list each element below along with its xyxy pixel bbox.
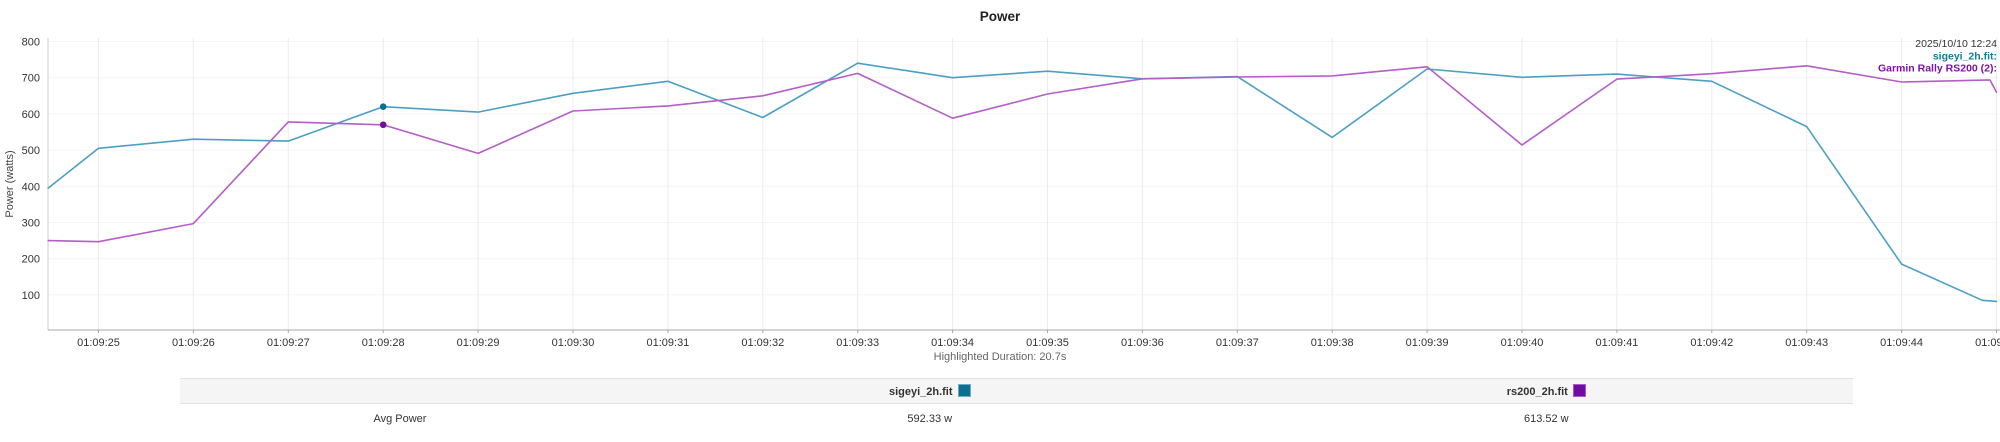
highlight-marker[interactable] xyxy=(379,103,387,110)
legend-garmin-label: Garmin Rally RS200 (2): xyxy=(1878,63,1997,75)
x-tick-label: 01:09:25 xyxy=(77,337,120,349)
x-tick-label: 01:09:38 xyxy=(1311,337,1354,349)
x-tick-label: 01:09:41 xyxy=(1595,337,1638,349)
x-tick-label: 01:09:28 xyxy=(362,337,405,349)
sigeyi-color-swatch-icon xyxy=(957,384,971,397)
x-tick-label: 01:09:36 xyxy=(1121,337,1164,349)
x-tick-label: 01:09:32 xyxy=(741,337,784,349)
avg-power-value-sigeyi: 592.33 w xyxy=(907,413,953,425)
stats-header-rs200-cell: rs200_2h.fit xyxy=(1240,384,1853,398)
x-tick-label: 01:09:33 xyxy=(836,337,879,349)
stats-row-avg-power: Avg Power 592.33 w 613.52 w xyxy=(180,404,1853,434)
y-tick-label: 200 xyxy=(22,254,40,266)
x-tick-label: 01:09:40 xyxy=(1501,337,1544,349)
x-tick-label: 01:09:44 xyxy=(1880,337,1923,349)
x-tick-label: 01:09:26 xyxy=(172,337,215,349)
x-tick-label: 01:09:45 xyxy=(1975,337,2000,349)
y-tick-label: 600 xyxy=(22,109,40,121)
stats-header-sigeyi-cell: sigeyi_2h.fit xyxy=(620,384,1240,398)
rs200-color-swatch-icon xyxy=(1572,384,1586,397)
x-tick-label: 01:09:35 xyxy=(1026,337,1069,349)
x-tick-label: 01:09:37 xyxy=(1216,337,1259,349)
legend-timestamp: 2025/10/10 12:24 xyxy=(1915,38,1997,50)
x-tick-label: 01:09:31 xyxy=(646,337,689,349)
x-tick-label: 01:09:30 xyxy=(552,337,595,349)
x-tick-label: 01:09:42 xyxy=(1690,337,1733,349)
stats-table-header: sigeyi_2h.fit rs200_2h.fit xyxy=(180,378,1853,404)
x-tick-label: 01:09:29 xyxy=(457,337,500,349)
y-tick-label: 800 xyxy=(22,37,40,49)
avg-power-value-rs200: 613.52 w xyxy=(1523,413,1569,425)
series-line[interactable] xyxy=(47,65,1998,243)
chart-title: Power xyxy=(979,9,1021,24)
y-tick-label: 700 xyxy=(22,73,40,85)
y-tick-label: 500 xyxy=(22,145,40,157)
x-tick-label: 01:09:43 xyxy=(1785,337,1828,349)
avg-power-label: Avg Power xyxy=(373,413,427,425)
y-axis-title: Power (watts) xyxy=(4,150,16,217)
x-tick-label: 01:09:27 xyxy=(267,337,310,349)
y-tick-label: 300 xyxy=(22,218,40,230)
y-tick-label: 100 xyxy=(22,290,40,302)
x-tick-label: 01:09:39 xyxy=(1406,337,1449,349)
stats-table: sigeyi_2h.fit rs200_2h.fit Avg Power 592… xyxy=(180,378,1853,434)
legend-sigeyi-label: sigeyi_2h.fit: xyxy=(1933,51,1997,63)
series-line[interactable] xyxy=(47,62,1998,303)
highlight-marker[interactable] xyxy=(379,121,387,129)
y-tick-label: 400 xyxy=(22,181,40,193)
rs200-file-label: rs200_2h.fit xyxy=(1506,386,1568,398)
power-chart[interactable]: 01:09:25 01:09:26 01:09:27 01:09:28 01:09:29… xyxy=(0,0,2000,372)
x-tick-label: 01:09:34 xyxy=(931,337,974,349)
highlighted-duration: Highlighted Duration: 20.7s xyxy=(933,351,1067,363)
sigeyi-file-label: sigeyi_2h.fit xyxy=(888,386,953,398)
